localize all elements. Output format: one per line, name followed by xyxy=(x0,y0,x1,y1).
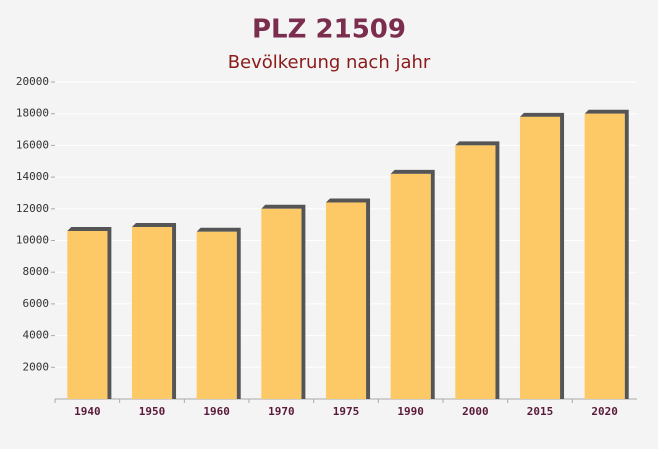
x-tick-label: 2000 xyxy=(462,405,489,418)
bar xyxy=(261,208,302,399)
chart-title: PLZ 21509 xyxy=(252,15,406,45)
bar xyxy=(519,116,561,400)
y-tick-label: 8000 xyxy=(23,265,50,278)
bar xyxy=(131,227,173,399)
bar xyxy=(455,145,496,399)
bar xyxy=(325,202,367,399)
bar xyxy=(67,230,108,399)
y-tick-label: 18000 xyxy=(16,107,49,120)
bar xyxy=(584,113,625,399)
y-tick-label: 4000 xyxy=(23,329,50,342)
x-tick-label: 2015 xyxy=(527,405,554,418)
x-tick-label: 1960 xyxy=(203,405,230,418)
y-tick-label: 20000 xyxy=(16,75,49,88)
x-tick-label: 1990 xyxy=(397,405,424,418)
x-tick-label: 1970 xyxy=(268,405,295,418)
x-tick-label: 2020 xyxy=(591,405,618,418)
x-tick-label: 1950 xyxy=(139,405,166,418)
y-tick-label: 14000 xyxy=(16,170,49,183)
y-tick-label: 16000 xyxy=(16,138,49,151)
y-tick-label: 2000 xyxy=(23,360,50,373)
y-tick-label: 6000 xyxy=(23,297,50,310)
x-tick-label: 1940 xyxy=(74,405,101,418)
x-tick-label: 1975 xyxy=(333,405,360,418)
bar xyxy=(390,173,431,399)
y-tick-label: 12000 xyxy=(16,202,49,215)
chart-subtitle: Bevölkerung nach jahr xyxy=(228,52,431,73)
bar xyxy=(196,231,237,399)
y-tick-label: 10000 xyxy=(16,234,49,247)
